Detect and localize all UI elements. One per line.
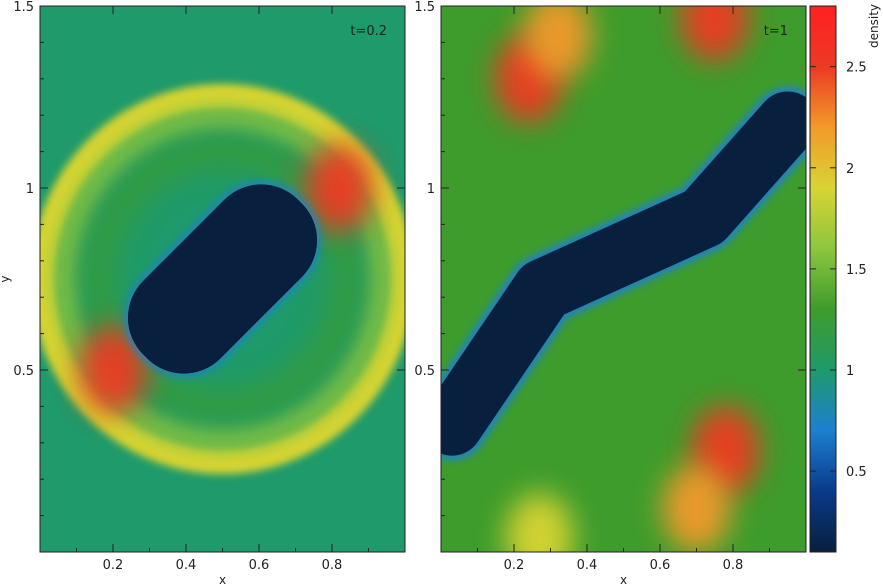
colorbar-tick-label: 1: [846, 364, 854, 379]
x-tick-label: 0.4: [176, 558, 197, 573]
colorbar-tick-label: 2: [846, 162, 854, 177]
x-tick-label: 0.2: [103, 558, 124, 573]
colorbar-tick-label: 0.5: [846, 465, 867, 480]
y-tick-label: 1.5: [414, 0, 435, 15]
x-tick-label: 0.6: [650, 558, 671, 573]
hot-spot-1: [305, 144, 374, 232]
hot-spot-0: [79, 326, 147, 414]
hot-spot-3: [662, 464, 731, 552]
low-density-bubble: [127, 184, 318, 374]
y-tick-label: 0.5: [13, 364, 34, 379]
y-tick-label: 1: [26, 182, 34, 197]
colorbar-tick-label: 2.5: [846, 61, 867, 76]
hot-spot-5: [505, 493, 574, 552]
x-tick-label: 0.2: [504, 558, 525, 573]
density-field: [40, 6, 405, 552]
panel-time-label: t=1: [764, 24, 788, 39]
x-tick-label: 0.6: [249, 558, 270, 573]
shock-ring: [40, 84, 405, 474]
y-tick-label: 0.5: [414, 364, 435, 379]
density-field: [441, 6, 806, 552]
shock-ring-inner-2: [83, 137, 362, 421]
panel-time-label: t=0.2: [350, 24, 387, 39]
panel-right: 0.2 0.4 0.6 0.8 0.5 1 1.5 x t=1: [414, 0, 807, 585]
hot-spot-4: [680, 6, 749, 61]
x-axis-label: x: [620, 573, 627, 585]
y-tick-label: 1: [427, 182, 435, 197]
y-axis-label: y: [0, 275, 12, 282]
low-density-bubble: [441, 91, 806, 456]
colorbar-label: density: [867, 4, 881, 48]
x-tick-label: 0.8: [322, 558, 343, 573]
y-tick-label: 1.5: [13, 0, 34, 15]
hot-spot-1: [523, 6, 592, 80]
colorbar-scale: [809, 5, 837, 553]
panel-left: 0.2 0.4 0.6 0.8 0.5 1 1.5 x y t=0.2: [0, 0, 406, 585]
shock-ring-inner: [50, 104, 395, 454]
colorbar-tick-label: 1.5: [846, 263, 867, 278]
x-tick-label: 0.4: [577, 558, 598, 573]
x-tick-label: 0.8: [723, 558, 744, 573]
x-axis-label: x: [219, 573, 226, 585]
